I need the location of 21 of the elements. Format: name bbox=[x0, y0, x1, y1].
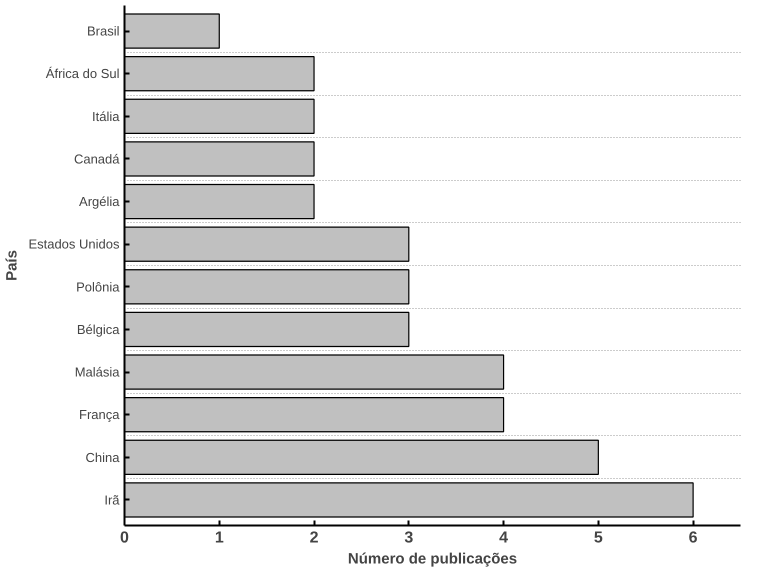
y-tick-label: Itália bbox=[92, 108, 120, 124]
y-tick-label: Irã bbox=[104, 492, 120, 508]
y-tick-label: África do Sul bbox=[46, 66, 120, 82]
y-tick-label: Bélgica bbox=[76, 322, 120, 337]
y-tick-label: França bbox=[79, 407, 120, 422]
x-tick-label: 0 bbox=[120, 530, 130, 546]
x-tick-label: 2 bbox=[310, 530, 319, 546]
x-tick-label: 3 bbox=[404, 530, 414, 546]
x-tick-label: 5 bbox=[594, 530, 603, 546]
x-axis-title: Número de publicações bbox=[348, 550, 518, 568]
y-axis-title: País bbox=[3, 250, 20, 281]
y-tick-label: Polônia bbox=[76, 279, 120, 294]
y-tick-label: Argélia bbox=[79, 194, 120, 210]
y-tick-label: Canadá bbox=[74, 151, 120, 166]
y-tick-label: China bbox=[86, 450, 120, 465]
y-tick-label: Brasil bbox=[86, 24, 120, 39]
x-tick-label: 1 bbox=[214, 530, 224, 546]
x-tick-label: 4 bbox=[499, 530, 508, 546]
y-tick-label: Malásia bbox=[74, 364, 120, 380]
x-tick-label: 6 bbox=[688, 530, 698, 546]
y-tick-label: Estados Unidos bbox=[28, 236, 120, 252]
